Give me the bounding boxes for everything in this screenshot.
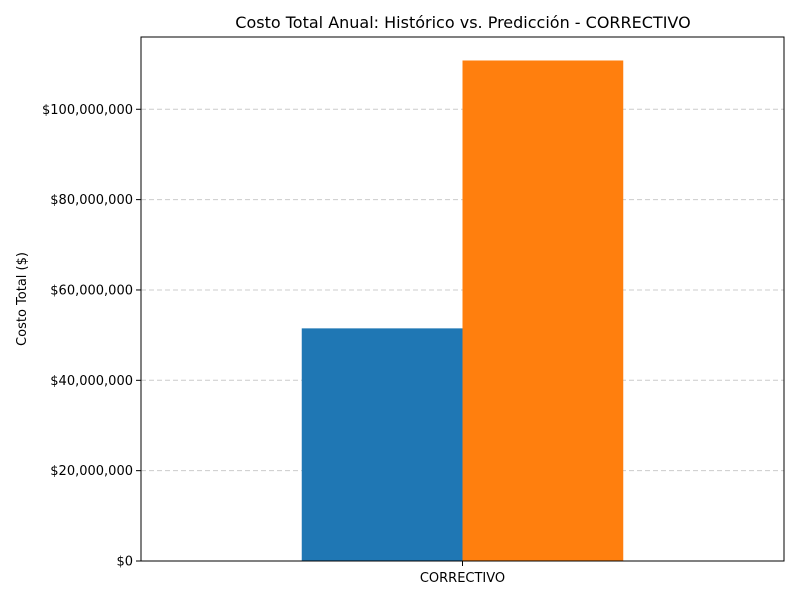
- bars: [301, 60, 624, 561]
- y-tick-label: $80,000,000: [50, 193, 133, 208]
- bar-series-1: [301, 328, 463, 561]
- chart-title: Costo Total Anual: Histórico vs. Predicc…: [235, 13, 690, 32]
- y-tick-label: $0: [116, 555, 133, 570]
- y-axis-label: Costo Total ($): [15, 252, 30, 346]
- y-tick-label: $100,000,000: [42, 103, 133, 118]
- y-tick-label: $20,000,000: [50, 464, 133, 479]
- y-tick-label: $60,000,000: [50, 283, 133, 298]
- bar-series-2: [462, 60, 624, 561]
- x-axis: CORRECTIVO: [420, 561, 505, 586]
- y-axis: $0 $20,000,000 $40,000,000 $60,000,000 $80,0…: [42, 103, 141, 570]
- y-tick-label: $40,000,000: [50, 374, 133, 389]
- x-tick-label: CORRECTIVO: [420, 571, 505, 586]
